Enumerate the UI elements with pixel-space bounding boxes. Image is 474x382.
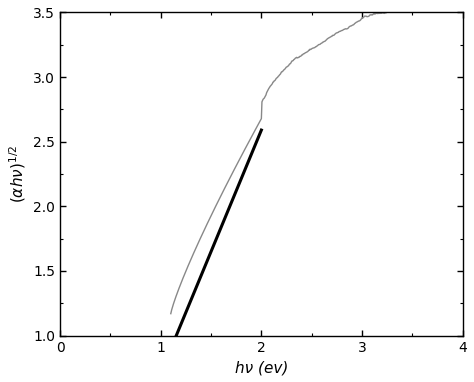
X-axis label: hν (ev): hν (ev) bbox=[235, 360, 288, 375]
Y-axis label: $(\alpha h\nu)^{1/2}$: $(\alpha h\nu)^{1/2}$ bbox=[7, 145, 27, 203]
